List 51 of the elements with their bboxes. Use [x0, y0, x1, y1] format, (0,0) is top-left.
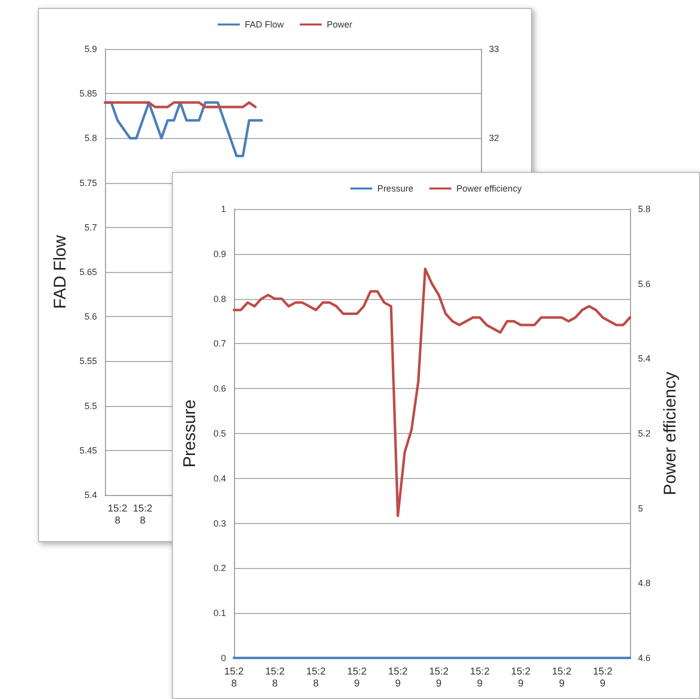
- y-tick-label: 5.8: [84, 133, 97, 144]
- y-tick-label: 0: [220, 653, 226, 663]
- x-tick-label: 15:28: [132, 504, 153, 526]
- y2-tick-label: 5.2: [638, 428, 651, 438]
- x-tick-label: 15:29: [429, 666, 449, 690]
- y-tick-label: 5.65: [79, 267, 97, 277]
- y-tick-label: 0.1: [213, 608, 226, 618]
- y-tick-label: 5.85: [79, 88, 97, 99]
- x-tick-label: 15:29: [592, 666, 613, 690]
- y-tick-label: 1: [220, 204, 226, 214]
- y-tick-label: 0.2: [213, 563, 226, 574]
- y-tick-label: 0.9: [213, 248, 226, 259]
- x-tick-label: 15:28: [108, 504, 128, 526]
- y2-axis-title: Power efficiency: [660, 371, 680, 496]
- y-tick-label: 5.9: [84, 44, 97, 54]
- y-tick-label: 0.5: [213, 428, 226, 438]
- x-tick-label: 15:29: [511, 666, 531, 690]
- y-tick-label: 0.4: [213, 473, 226, 484]
- y2-tick-label: 33: [489, 44, 500, 54]
- x-tick-label: 15:28: [265, 666, 286, 690]
- y-tick-label: 5.6: [84, 312, 97, 322]
- legend-label: Power efficiency: [456, 184, 522, 194]
- legend-label: Pressure: [377, 184, 414, 194]
- y-tick-label: 5.7: [84, 222, 97, 232]
- x-tick-label: 15:28: [306, 666, 326, 690]
- y-tick-label: 5.5: [84, 400, 97, 411]
- y-tick-label: 0.7: [213, 338, 226, 349]
- line-series: [232, 268, 632, 518]
- y-tick-label: 5.75: [79, 178, 97, 188]
- y-tick-label: 5.4: [84, 490, 97, 500]
- y-tick-label: 0.6: [213, 384, 226, 394]
- y2-tick-label: 5: [638, 503, 644, 514]
- y2-tick-label: 32: [489, 133, 500, 144]
- x-tick-label: 15:29: [347, 666, 368, 690]
- x-tick-label: 15:28: [224, 666, 244, 690]
- y2-tick-label: 4.8: [638, 578, 651, 588]
- x-tick-label: 15:29: [552, 666, 572, 690]
- legend-label: Power: [326, 20, 352, 30]
- y2-tick-label: 4.6: [638, 653, 651, 663]
- y-tick-label: 0.3: [213, 518, 226, 528]
- y-axis-title: Pressure: [180, 399, 199, 468]
- y-tick-label: 0.8: [213, 294, 226, 304]
- y-tick-label: 5.45: [79, 445, 97, 456]
- y-tick-label: 5.55: [79, 356, 97, 366]
- y2-tick-label: 5.6: [638, 278, 651, 289]
- x-tick-label: 15:29: [388, 666, 408, 690]
- y2-tick-label: 5.8: [638, 204, 651, 214]
- y-axis-title: FAD Flow: [50, 234, 70, 309]
- legend-label: FAD Flow: [244, 20, 284, 30]
- x-tick-label: 15:29: [470, 666, 490, 690]
- y2-tick-label: 5.4: [638, 354, 651, 364]
